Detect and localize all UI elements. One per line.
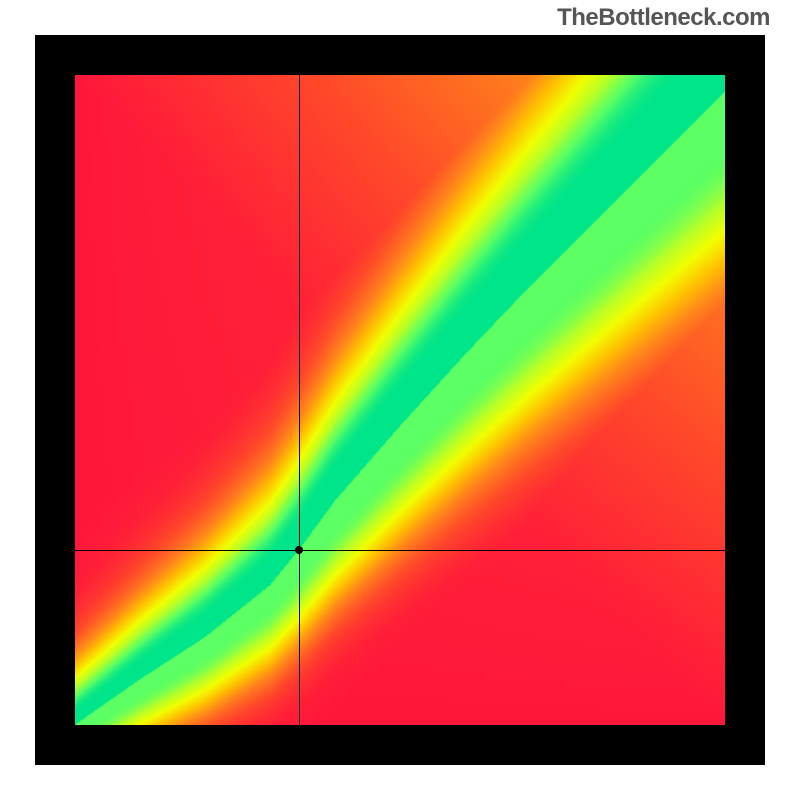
plot-area	[75, 75, 725, 725]
heatmap-canvas	[75, 75, 725, 725]
plot-frame	[35, 35, 765, 765]
chart-container: TheBottleneck.com	[0, 0, 800, 800]
crosshair-vertical	[299, 75, 300, 725]
watermark-text: TheBottleneck.com	[557, 4, 770, 32]
marker-dot	[295, 546, 303, 554]
crosshair-horizontal	[75, 550, 725, 551]
